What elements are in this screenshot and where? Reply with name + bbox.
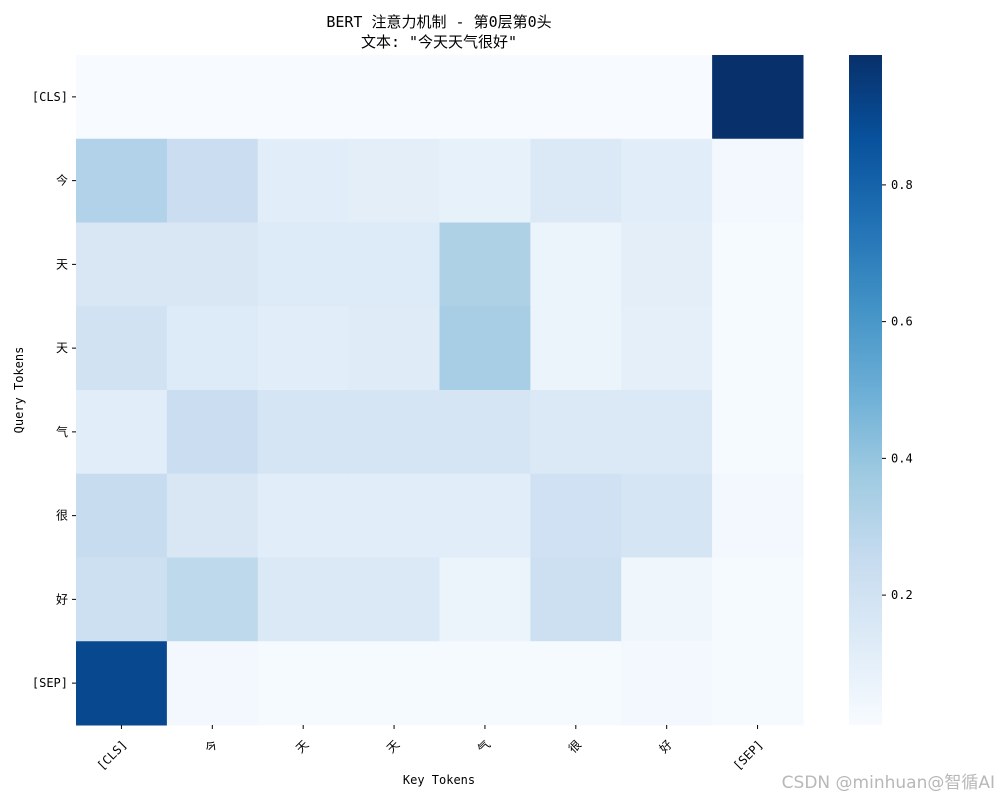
heatmap-cell [166, 306, 259, 391]
heatmap-cell [621, 641, 713, 726]
heatmap-cell [712, 306, 804, 391]
heatmap-cell [348, 222, 441, 307]
heatmap-cell [530, 390, 622, 475]
heatmap-cell [712, 55, 804, 140]
heatmap-cell [76, 138, 168, 223]
heatmap-cell [712, 222, 804, 307]
heatmap-cell [439, 473, 531, 558]
y-tick-label: [CLS] [32, 90, 68, 104]
chart-title-line2: 文本: "今天天气很好" [361, 33, 517, 51]
heatmap-cell [621, 55, 713, 140]
watermark: CSDN @minhuan@智循AI [782, 773, 995, 793]
heatmap-cell [348, 473, 441, 558]
heatmap-cell [166, 641, 259, 726]
heatmap-cell [257, 55, 350, 140]
heatmap-cell [712, 557, 804, 642]
y-tick-label: 今 [56, 173, 68, 188]
heatmap-cells [76, 55, 804, 726]
heatmap-cell [712, 138, 804, 223]
heatmap-cell [439, 390, 531, 475]
heatmap-cell [530, 306, 622, 391]
heatmap-cell [76, 390, 168, 475]
heatmap-cell [257, 473, 350, 558]
heatmap-cell [257, 222, 350, 307]
heatmap-cell [166, 473, 259, 558]
heatmap-cell [439, 557, 531, 642]
heatmap-cell [76, 641, 168, 726]
heatmap-cell [257, 306, 350, 391]
heatmap-cell [712, 641, 804, 726]
heatmap-cell [712, 390, 804, 475]
x-tick-label: 好 [657, 737, 675, 755]
heatmap-cell [621, 138, 713, 223]
heatmap-cell [348, 390, 441, 475]
heatmap-cell [439, 306, 531, 391]
heatmap-cell [257, 390, 350, 475]
heatmap-cell [621, 222, 713, 307]
heatmap-cell [166, 222, 259, 307]
heatmap-cell [439, 222, 531, 307]
x-tick-label: 天 [293, 737, 311, 755]
chart-title-line1: BERT 注意力机制 - 第0层第0头 [326, 13, 551, 31]
heatmap-cell [439, 55, 531, 140]
heatmap-cell [76, 222, 168, 307]
heatmap-cell [348, 557, 441, 642]
y-axis-ticks: [CLS]今天天气很好[SEP] [32, 90, 76, 690]
heatmap-cell [621, 473, 713, 558]
x-tick-label: [SEP] [730, 737, 765, 772]
y-tick-label: [SEP] [32, 676, 68, 690]
x-axis-ticks: [CLS] 今 天 天 气 很 好 [SEP] [94, 725, 766, 773]
x-tick-label: 今 [202, 737, 221, 756]
x-tick-label: 很 [566, 737, 584, 755]
heatmap-cell [76, 473, 168, 558]
heatmap-cell [530, 222, 622, 307]
heatmap-cell [166, 390, 259, 475]
heatmap-cell [166, 557, 259, 642]
heatmap-cell [257, 557, 350, 642]
heatmap-cell [439, 641, 531, 726]
heatmap-cell [712, 473, 804, 558]
heatmap-cell [621, 390, 713, 475]
heatmap-cell [621, 557, 713, 642]
colorbar-tick-label: 0.4 [891, 451, 913, 465]
y-tick-label: 很 [56, 509, 68, 523]
colorbar-tick-label: 0.8 [891, 178, 913, 192]
y-tick-label: 天 [56, 341, 68, 355]
colorbar [849, 55, 882, 725]
heatmap-cell [166, 55, 259, 140]
y-axis-label: Query Tokens [12, 347, 26, 434]
heatmap-cell [530, 138, 622, 223]
heatmap-cell [76, 557, 168, 642]
heatmap-cell [530, 557, 622, 642]
heatmap-cell [257, 641, 350, 726]
heatmap-cell [621, 306, 713, 391]
x-axis-label: Key Tokens [403, 773, 475, 787]
colorbar-ticks: 0.2 0.4 0.6 0.8 [882, 178, 913, 602]
heatmap-cell [348, 138, 441, 223]
heatmap-cell [166, 138, 259, 223]
colorbar-tick-label: 0.6 [891, 315, 913, 329]
y-tick-label: 好 [56, 592, 68, 606]
heatmap-cell [530, 55, 622, 140]
heatmap-cell [257, 138, 350, 223]
x-tick-label: 气 [474, 737, 493, 756]
heatmap-cell [530, 641, 622, 726]
y-tick-label: 气 [56, 424, 68, 439]
x-tick-label: 天 [384, 737, 402, 755]
heatmap-cell [348, 55, 441, 140]
colorbar-tick-label: 0.2 [891, 588, 913, 602]
heatmap-cell [348, 306, 441, 391]
heatmap-cell [530, 473, 622, 558]
heatmap-cell [348, 641, 441, 726]
y-tick-label: 天 [56, 257, 68, 271]
x-tick-label: [CLS] [94, 737, 129, 772]
heatmap-cell [76, 55, 168, 140]
heatmap-cell [76, 306, 168, 391]
heatmap-cell [439, 138, 531, 223]
